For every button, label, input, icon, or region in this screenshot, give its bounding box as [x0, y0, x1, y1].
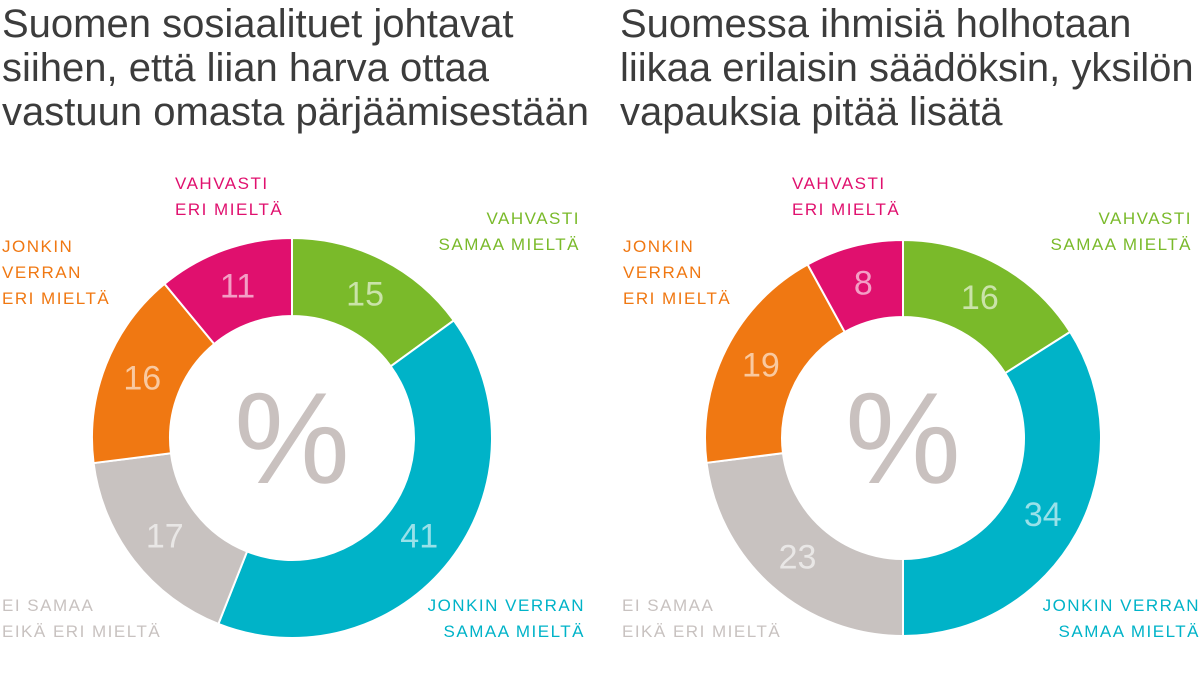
slice-value-label: 15: [346, 276, 384, 314]
chart-panel-2: Suomessa ihmisiä holhotaan liikaa erilai…: [600, 0, 1200, 675]
chart-title-line: Suomen sosiaalituet johtavat: [2, 2, 514, 46]
slice-value-label: 23: [779, 539, 817, 577]
legend-label-strongly-agree: VAHVASTI SAMAA MIELTÄ: [1050, 209, 1192, 254]
slice-somewhat-agree: [902, 330, 1102, 638]
slice-strongly-disagree: [163, 236, 293, 346]
slice-value-label: 19: [742, 347, 780, 385]
legend-label-strongly-agree: VAHVASTI SAMAA MIELTÄ: [438, 209, 580, 254]
donut-chart: 15 41 17 16 11%: [91, 236, 493, 639]
chart-title: Suomessa ihmisiä holhotaan liikaa erilai…: [620, 2, 1195, 134]
chart-title-line: vastuun omasta pärjäämisestään: [2, 90, 589, 134]
chart-title-line: Suomessa ihmisiä holhotaan: [620, 2, 1132, 46]
slice-somewhat-agree: [217, 319, 493, 639]
donut-chart: 16 34 23 19 8%: [704, 238, 1102, 638]
slice-somewhat-disagree: [704, 263, 847, 464]
chart-title-line: liikaa erilaisin säädöksin, yksilön: [620, 46, 1194, 90]
legend-label-strongly-disagree: VAHVASTI ERI MIELTÄ: [792, 174, 901, 219]
slice-value-label: 16: [123, 360, 161, 398]
chart-title: Suomen sosiaalituet johtavat siihen, ett…: [2, 2, 592, 134]
slice-value-label: 41: [400, 518, 438, 556]
center-percent-symbol: %: [845, 365, 961, 511]
chart-title-line: siihen, että liian harva ottaa: [2, 46, 489, 90]
legend-label-somewhat-agree: JONKIN VERRAN SAMAA MIELTÄ: [1042, 596, 1200, 641]
center-percent-symbol: %: [234, 365, 350, 511]
legend-label-neutral: EI SAMAA EIKÄ ERI MIELTÄ: [2, 596, 162, 641]
slice-value-label: 16: [961, 279, 999, 317]
slice-value-label: 17: [146, 518, 184, 556]
chart-panel-1: Suomen sosiaalituet johtavat siihen, ett…: [2, 2, 592, 641]
slice-strongly-disagree: [806, 238, 904, 334]
legend-label-strongly-disagree: VAHVASTI ERI MIELTÄ: [175, 174, 284, 219]
slice-neutral: [705, 452, 904, 638]
slice-value-label: 34: [1024, 496, 1062, 534]
chart-title-line: vapauksia pitää lisätä: [620, 90, 1003, 134]
slice-value-label: 8: [854, 265, 873, 303]
legend-label-somewhat-disagree: JONKIN VERRAN ERI MIELTÄ: [2, 237, 111, 308]
slice-value-label: 11: [220, 268, 255, 306]
legend-label-neutral: EI SAMAA EIKÄ ERI MIELTÄ: [622, 596, 782, 641]
legend-label-somewhat-disagree: JONKIN VERRAN ERI MIELTÄ: [623, 237, 732, 308]
legend-label-somewhat-agree: JONKIN VERRAN SAMAA MIELTÄ: [427, 596, 585, 641]
